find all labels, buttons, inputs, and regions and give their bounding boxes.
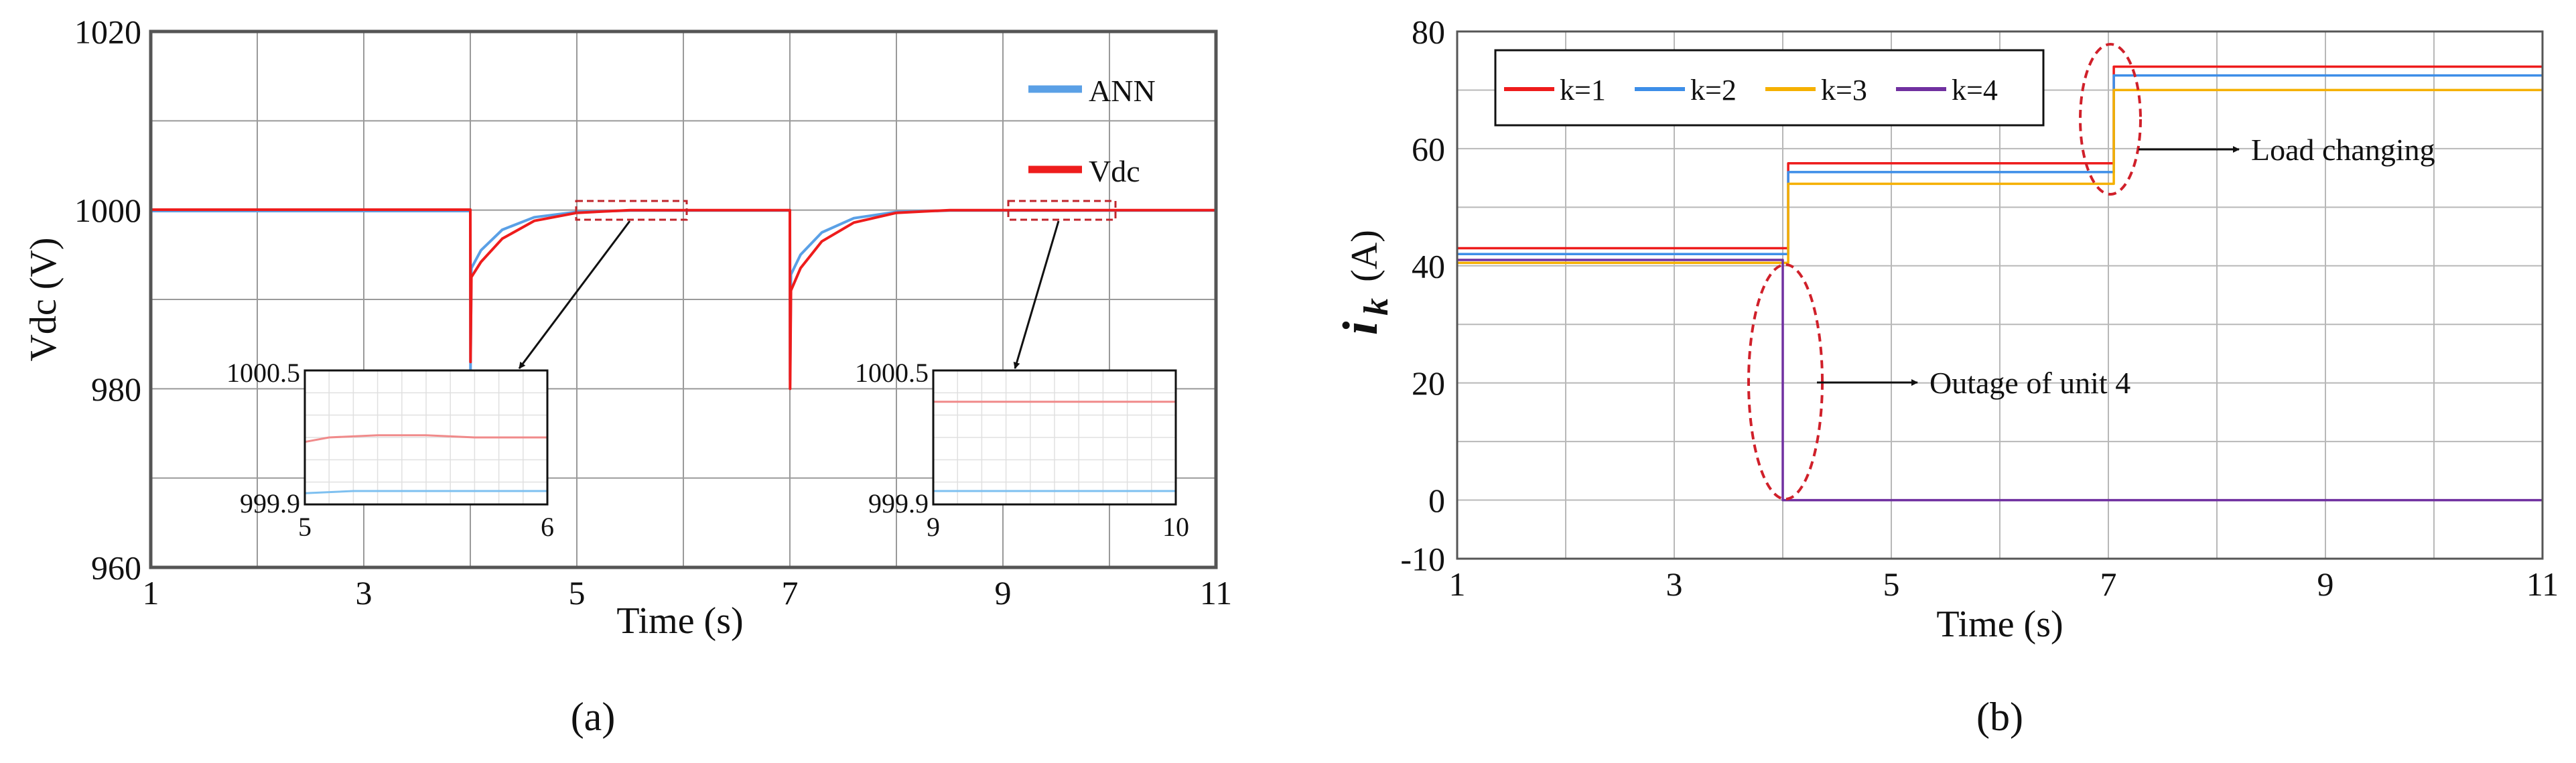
annotation-outage: Outage of unit 4 <box>1747 263 2130 500</box>
legend-label-k3: k=3 <box>1821 74 1867 107</box>
inset-2-x-tick-left: 9 <box>927 512 940 542</box>
panel-a-caption: (a) <box>571 695 616 739</box>
legend-label-vdc: Vdc <box>1089 154 1140 188</box>
panel-b-line-k-2 <box>1457 74 2543 256</box>
panel-b-caption: (b) <box>1976 695 2023 739</box>
inset-1-x-tick-left: 5 <box>298 512 312 542</box>
panel-a-x-tick-3: 3 <box>356 574 372 612</box>
panel-a-x-tick-5: 5 <box>569 574 586 612</box>
inset-1-line-vdc <box>304 434 547 443</box>
panel-b: 1 3 5 7 9 11 -10 0 20 40 60 80 Time (s) i k (A) k=… <box>1333 13 2559 740</box>
panel-a-x-tick-7: 7 <box>782 574 799 612</box>
outage-ellipse <box>1747 263 1824 500</box>
panel-a-x-tick-1: 1 <box>143 574 159 612</box>
panel-a-y-ticks: 960 980 1000 1020 <box>74 13 141 587</box>
panel-b-y-tick--10: -10 <box>1400 541 1445 578</box>
panel-a-x-tick-11: 11 <box>1200 574 1232 612</box>
panel-b-x-axis-label: Time (s) <box>1936 604 2063 645</box>
panel-b-y-tick-40: 40 <box>1412 247 1445 285</box>
inset-1-y-tick-top: 1000.5 <box>226 358 300 388</box>
panel-a-x-axis-label: Time (s) <box>616 600 743 642</box>
zoom-box-2 <box>1007 200 1117 221</box>
inset-1-frame <box>303 369 549 506</box>
panel-b-y-tick-80: 80 <box>1412 13 1445 51</box>
panel-b-x-tick-1: 1 <box>1449 565 1466 603</box>
panel-a-legend: ANN Vdc <box>1028 74 1156 188</box>
panel-b-series <box>1457 65 2543 502</box>
zoom-box-1 <box>575 200 688 221</box>
panel-b-line-k-4 <box>1457 259 2543 502</box>
inset-2-y-tick-top: 1000.5 <box>855 358 929 388</box>
panel-b-x-tick-9: 9 <box>2317 565 2334 603</box>
inset-1-line-ann <box>304 490 547 494</box>
panel-b-y-tick-60: 60 <box>1412 130 1445 167</box>
legend-label-k4: k=4 <box>1952 74 1998 107</box>
panel-a-y-tick-1000: 1000 <box>74 192 141 229</box>
panel-a-series <box>151 208 1216 391</box>
y-axis-unit: (A) <box>1344 230 1385 282</box>
panel-b-x-tick-11: 11 <box>2526 565 2559 603</box>
load-changing-label: Load changing <box>2251 133 2435 167</box>
panel-a-plot-frame <box>149 29 1218 569</box>
zoom-arrow-2 <box>1013 220 1060 369</box>
y-axis-symbol: i <box>1333 321 1388 335</box>
panel-a-y-tick-980: 980 <box>91 370 141 408</box>
y-axis-subscript: k <box>1357 298 1396 316</box>
panel-b-legend: k=1 k=2 k=3 k=4 <box>1494 49 2045 127</box>
panel-b-line-k-3 <box>1457 88 2543 265</box>
panel-b-x-tick-5: 5 <box>1883 565 1900 603</box>
panel-b-y-tick-0: 0 <box>1428 482 1445 519</box>
panel-b-plot-frame <box>1456 30 2544 560</box>
inset-1-series <box>304 434 547 494</box>
panel-a-x-ticks: 1 3 5 7 9 11 <box>143 574 1233 612</box>
legend-label-k2: k=2 <box>1690 74 1737 107</box>
inset-2-series <box>933 401 1176 492</box>
panel-b-x-tick-7: 7 <box>2100 565 2117 603</box>
zoom-arrow-1 <box>518 220 631 369</box>
annotation-load-changing: Load changing <box>2079 43 2435 196</box>
panel-b-x-ticks: 1 3 5 7 9 11 <box>1449 565 2559 603</box>
panel-b-y-tick-20: 20 <box>1412 364 1445 402</box>
panel-a-x-tick-9: 9 <box>995 574 1012 612</box>
panel-a-y-tick-960: 960 <box>91 549 141 587</box>
panel-a-y-tick-1020: 1020 <box>74 13 141 51</box>
inset-1-x-tick-right: 6 <box>541 512 554 542</box>
load-changing-ellipse <box>2079 43 2142 196</box>
panel-b-y-ticks: -10 0 20 40 60 80 <box>1400 13 1445 578</box>
inset-2-x-tick-right: 10 <box>1162 512 1189 542</box>
panel-a-line-vdc <box>151 208 1216 391</box>
panel-b-x-tick-3: 3 <box>1666 565 1683 603</box>
inset-1-y-tick-bottom: 999.9 <box>240 488 300 518</box>
inset-2: 1000.5 999.9 9 10 <box>855 358 1189 542</box>
inset-2-frame <box>932 369 1177 506</box>
outage-label: Outage of unit 4 <box>1929 366 2130 400</box>
panel-b-y-axis-label: i k (A) <box>1333 230 1396 335</box>
inset-2-y-tick-bottom: 999.9 <box>868 488 929 518</box>
legend-label-ann: ANN <box>1089 74 1156 108</box>
legend-label-k1: k=1 <box>1560 74 1606 107</box>
inset-1: 1000.5 999.9 5 6 <box>226 358 554 542</box>
panel-b-line-k-1 <box>1457 65 2543 250</box>
panel-a-y-axis-label: Vdc (V) <box>23 237 64 361</box>
